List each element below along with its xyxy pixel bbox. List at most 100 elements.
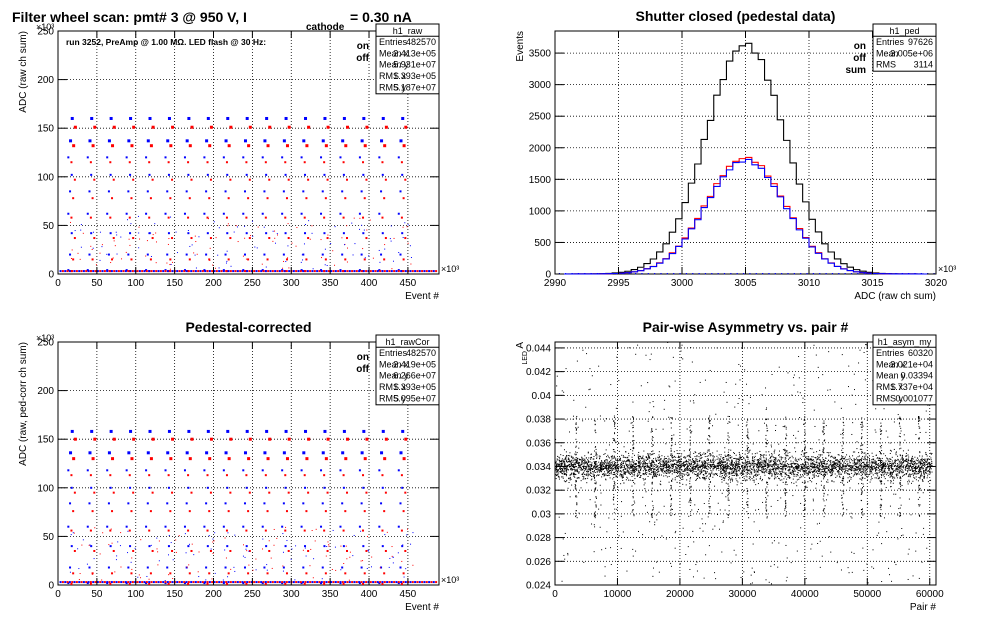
data-point xyxy=(918,461,920,463)
data-point xyxy=(685,460,687,462)
data-point xyxy=(738,457,740,459)
data-point-on xyxy=(381,232,384,235)
data-point-on xyxy=(341,502,344,505)
data-point xyxy=(714,459,716,461)
data-point-baseline xyxy=(248,581,251,584)
data-point xyxy=(889,472,891,474)
data-point-on xyxy=(341,253,344,256)
data-point-baseline xyxy=(302,270,305,273)
data-point xyxy=(621,454,623,456)
data-point xyxy=(718,464,720,466)
data-point xyxy=(889,465,891,467)
data-point xyxy=(645,456,647,458)
data-point xyxy=(792,467,794,469)
data-point xyxy=(906,455,908,457)
data-point-off xyxy=(324,457,328,461)
data-point-scatter xyxy=(309,238,311,240)
data-point xyxy=(620,483,622,485)
data-point-baseline xyxy=(367,270,370,273)
data-point xyxy=(879,479,881,481)
data-point xyxy=(919,469,921,471)
data-point xyxy=(585,469,587,471)
data-point xyxy=(818,462,820,464)
data-point xyxy=(827,479,829,481)
data-point-baseline xyxy=(288,581,291,584)
data-point xyxy=(624,456,626,458)
data-point-scatter xyxy=(82,539,84,541)
data-point-baseline xyxy=(80,270,83,273)
data-point xyxy=(789,456,791,458)
data-point xyxy=(783,478,785,480)
data-point xyxy=(710,474,712,476)
data-point-baseline xyxy=(248,270,251,273)
data-point xyxy=(748,465,750,467)
data-point-baseline xyxy=(647,273,649,275)
data-point xyxy=(754,470,756,472)
data-point-scatter xyxy=(198,236,200,238)
data-point xyxy=(626,471,628,473)
data-point-on xyxy=(90,486,93,489)
data-point xyxy=(623,471,625,473)
data-point xyxy=(925,472,927,474)
data-point xyxy=(872,469,874,471)
data-point xyxy=(603,471,605,473)
data-point xyxy=(644,461,646,463)
data-point-scatter xyxy=(366,568,368,570)
data-point-off xyxy=(326,178,329,181)
data-point-baseline xyxy=(187,581,190,584)
data-point xyxy=(904,460,906,462)
data-point xyxy=(693,467,695,469)
data-point-on xyxy=(205,139,209,143)
data-point xyxy=(614,467,616,469)
data-point xyxy=(773,471,775,473)
data-point xyxy=(580,459,582,461)
data-point-on xyxy=(107,502,110,505)
stats-box xyxy=(375,334,440,406)
data-point xyxy=(761,460,763,462)
data-point xyxy=(803,467,805,469)
data-point xyxy=(632,465,634,467)
data-point xyxy=(695,452,697,454)
data-point-scatter xyxy=(262,548,264,550)
data-point xyxy=(864,465,866,467)
data-point xyxy=(723,480,725,482)
data-point-on xyxy=(206,486,209,489)
data-point xyxy=(909,476,911,478)
data-point xyxy=(574,464,576,466)
data-point xyxy=(735,474,737,476)
data-point xyxy=(775,457,777,459)
data-point xyxy=(721,479,723,481)
data-point-baseline xyxy=(68,270,71,273)
data-point xyxy=(572,456,574,458)
data-point xyxy=(679,471,681,473)
data-point xyxy=(797,463,799,465)
data-point xyxy=(573,459,575,461)
data-point-baseline xyxy=(64,581,67,584)
data-point xyxy=(855,468,857,470)
data-point-on xyxy=(263,253,266,256)
data-point xyxy=(778,454,780,456)
data-point-baseline xyxy=(283,270,286,273)
data-point-on xyxy=(129,486,132,489)
data-point xyxy=(882,468,884,470)
data-point xyxy=(834,457,836,459)
data-point xyxy=(744,466,746,468)
data-point xyxy=(595,461,597,463)
data-point xyxy=(903,460,905,462)
data-point xyxy=(818,466,820,468)
data-point xyxy=(593,476,595,478)
data-point xyxy=(608,471,610,473)
stats-label: Mean xyxy=(876,48,899,58)
data-point xyxy=(619,459,621,461)
data-point xyxy=(627,458,629,460)
data-point-scatter xyxy=(283,260,285,262)
data-point xyxy=(669,468,671,470)
data-point-baseline xyxy=(838,273,840,275)
data-point xyxy=(921,467,923,469)
data-point-baseline xyxy=(225,270,228,273)
data-point-scatter xyxy=(285,526,287,528)
data-point-scatter xyxy=(288,267,290,269)
data-point-baseline xyxy=(313,581,316,584)
data-point xyxy=(927,475,929,477)
data-point xyxy=(785,457,787,459)
